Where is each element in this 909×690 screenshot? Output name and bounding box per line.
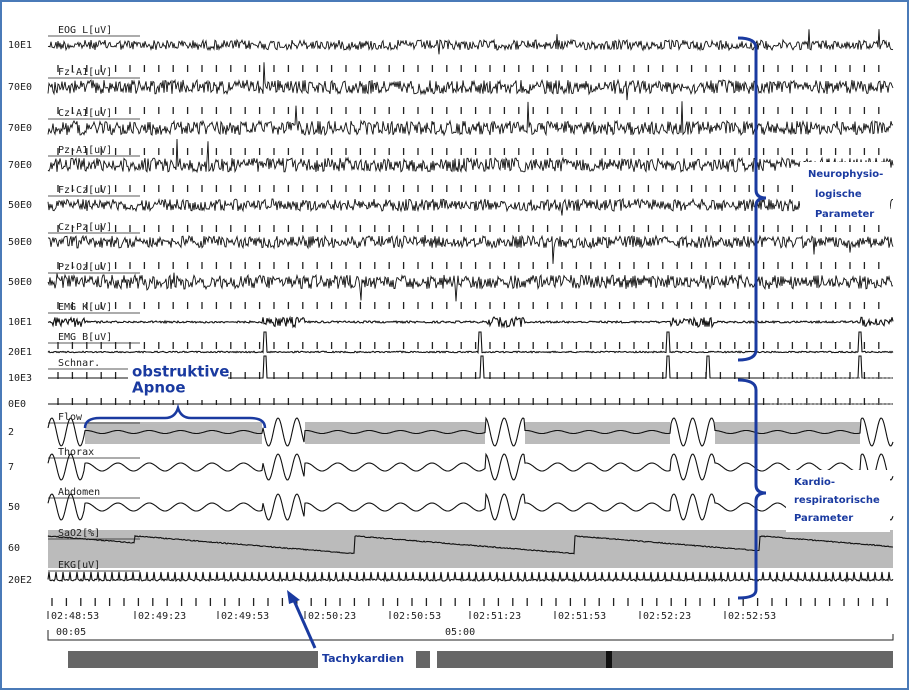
channel-label: EOG L[uV] [58, 25, 112, 36]
apnoe-box [128, 362, 228, 400]
tachy-arrow [290, 595, 317, 649]
shade [85, 422, 262, 444]
trace [47, 452, 894, 481]
tick-row [57, 185, 880, 192]
trace [47, 234, 894, 264]
trace [47, 571, 894, 583]
shade [525, 422, 670, 444]
scale-label: 50 [8, 502, 20, 513]
scale-label: 50E0 [8, 200, 32, 211]
kardio-label: Kardio- [794, 477, 835, 488]
kardio-label: respiratorische [794, 495, 880, 506]
tick-row [57, 262, 880, 269]
neuro-label: Parameter [815, 209, 874, 220]
epoch-label: 00:05 [56, 627, 86, 638]
tick-row [57, 148, 880, 155]
tick-row [57, 398, 880, 405]
trace [47, 492, 894, 521]
channel-label: SaO2[%] [58, 528, 100, 539]
channel-label: Abdomen [58, 487, 100, 498]
neuro-box [800, 162, 890, 224]
trace [47, 62, 894, 101]
trace [47, 315, 894, 329]
tick-row [57, 225, 880, 232]
shade [305, 422, 485, 444]
shade [48, 530, 893, 568]
apnoe-label: Apnoe [132, 379, 186, 397]
neuro-label: logische [815, 189, 862, 200]
trace [47, 29, 894, 55]
scale-label: 50E0 [8, 237, 32, 248]
apnoe-label: obstruktive [132, 363, 229, 381]
epoch-line [47, 630, 894, 641]
trace [47, 138, 894, 174]
channel-label: Flow [58, 412, 83, 423]
neuro-bracket [737, 36, 767, 362]
tick-row [57, 302, 880, 309]
apnoe-bracket [83, 403, 267, 429]
channel-label: EKG[uV] [58, 560, 100, 571]
trace [47, 331, 894, 355]
tick-row [57, 342, 880, 349]
kardio-label: Parameter [794, 513, 853, 524]
scale-label: 10E1 [8, 40, 32, 51]
time-label: 02:52:53 [728, 611, 776, 622]
epoch-label: 05:00 [445, 627, 475, 638]
channel-label: Thorax [58, 447, 94, 458]
scale-label: 70E0 [8, 160, 32, 171]
kardio-bracket [737, 378, 767, 600]
trace [47, 416, 894, 447]
scale-label: 0E0 [8, 399, 26, 410]
time-label: 02:51:23 [473, 611, 521, 622]
scale-label: 60 [8, 543, 20, 554]
scale-label: 10E3 [8, 373, 32, 384]
scale-label: 20E1 [8, 347, 32, 358]
trace [47, 534, 893, 555]
tick-row [57, 65, 880, 72]
traces: EOG L[uV]10E1Fz-A1[uV]70E0Cz-A1[uV]70E0P… [8, 25, 894, 641]
tachy-label: Tachykardien [322, 652, 404, 665]
scale-label: 70E0 [8, 82, 32, 93]
scale-label: 10E1 [8, 317, 32, 328]
tick-row [57, 107, 880, 114]
tachy-arrowhead [287, 590, 300, 604]
tachy-box [318, 648, 416, 670]
scale-label: 20E2 [8, 575, 32, 586]
time-label: 02:50:23 [308, 611, 356, 622]
kardio-box [786, 470, 890, 532]
channel-label: Fz-Cz[uV] [58, 185, 112, 196]
channel-label: EMG B[uV] [58, 332, 112, 343]
time-label: 02:48:53 [51, 611, 99, 622]
channel-label: Cz-A1[uV] [58, 108, 112, 119]
time-label: 02:49:23 [138, 611, 186, 622]
scale-label: 2 [8, 427, 14, 438]
trace [47, 197, 894, 222]
time-label: 02:50:53 [393, 611, 441, 622]
channel-label: EMG K[uV] [58, 302, 112, 313]
channel-label: Fz-A1[uV] [58, 67, 112, 78]
channel-label: Schnar. [58, 358, 100, 369]
channel-label: Pz-A1[uV] [58, 145, 112, 156]
time-ticks [51, 598, 888, 606]
trace [47, 272, 894, 302]
time-label: 02:51:53 [558, 611, 606, 622]
time-label: 02:49:53 [221, 611, 269, 622]
trace [47, 101, 894, 137]
hypnogram-mark [606, 651, 612, 668]
scale-label: 70E0 [8, 123, 32, 134]
neuro-label: Neurophysio- [808, 169, 883, 180]
hypnogram-bar [437, 651, 893, 668]
scale-label: 7 [8, 462, 14, 473]
channel-label: Pz-Oz[uV] [58, 262, 112, 273]
time-label: 02:52:23 [643, 611, 691, 622]
scale-label: 50E0 [8, 277, 32, 288]
channel-label: Cz-Pz[uV] [58, 222, 112, 233]
